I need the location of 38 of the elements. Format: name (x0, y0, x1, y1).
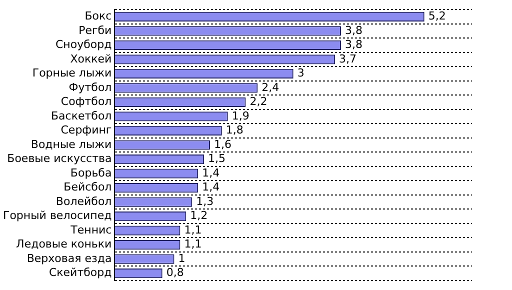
data-label: 3 (297, 66, 304, 80)
data-label: 1,6 (214, 138, 232, 151)
y-tick-label: Боевые искусства (7, 152, 112, 166)
y-tick-label: Ледовые коньки (16, 238, 112, 251)
y-tick-label: Верховая езда (26, 252, 112, 265)
data-label: 0,8 (166, 266, 184, 280)
data-label: 3,7 (339, 52, 357, 66)
data-label: 5,2 (428, 10, 446, 23)
y-tick-label: Регби (78, 24, 112, 37)
data-label: 1,9 (232, 109, 250, 122)
y-tick-label: Водные лыжи (30, 138, 112, 151)
y-tick-label: Скейтборд (48, 266, 112, 280)
y-tick-label: Софтбол (60, 95, 112, 108)
data-label: 1,2 (190, 209, 208, 222)
data-label: 1,4 (202, 180, 220, 194)
y-tick-label: Горный велосипед (3, 209, 112, 222)
data-label: 3,8 (344, 24, 362, 37)
data-label: 1,5 (208, 152, 226, 166)
y-tick-label: Сноуборд (56, 38, 112, 52)
y-tick-label: Борьба (70, 166, 112, 180)
y-tick-label: Баскетбол (51, 109, 112, 122)
y-tick-label: Горные лыжи (32, 66, 112, 80)
y-tick-label: Серфинг (60, 124, 112, 137)
y-tick-label: Хоккей (70, 52, 112, 66)
data-label: 1,1 (184, 223, 202, 236)
y-tick-label: Бейсбол (64, 180, 112, 194)
y-tick-label: Бокс (84, 10, 112, 23)
data-label: 1,1 (184, 238, 202, 251)
data-label: 2,4 (262, 80, 280, 94)
data-label: 1,4 (202, 166, 220, 180)
data-label: 1,3 (196, 194, 214, 208)
data-label: 2,2 (250, 95, 268, 108)
data-label: 1,8 (226, 124, 244, 137)
data-label: 1 (178, 252, 186, 265)
y-tick-label: Волейбол (56, 194, 112, 208)
y-tick-label: Теннис (70, 223, 112, 236)
y-tick-label: Футбол (68, 80, 112, 94)
data-label: 3,8 (344, 38, 362, 52)
